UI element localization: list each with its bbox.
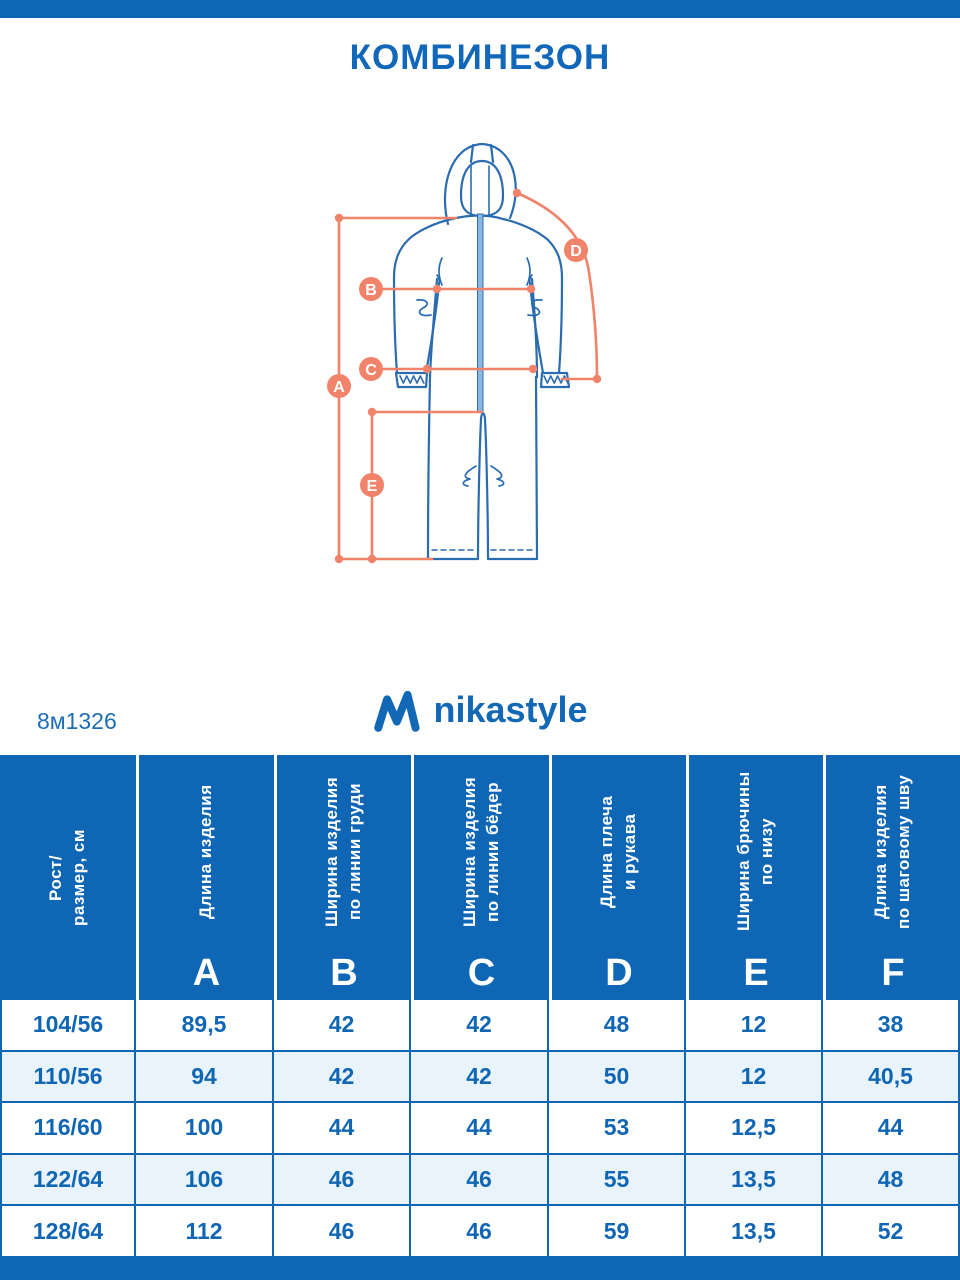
- hood-outline: [443, 142, 517, 226]
- value-cell: 42: [274, 1000, 411, 1052]
- value-cell: 40,5: [823, 1051, 960, 1104]
- value-cell: 50: [549, 1051, 686, 1104]
- size-cell: 122/64: [0, 1154, 136, 1207]
- size-cell: 110/56: [0, 1051, 136, 1104]
- value-cell: 52: [823, 1206, 960, 1258]
- value-cell: 46: [411, 1154, 549, 1207]
- column-header-e: Ширина брючины по низу E: [686, 755, 823, 1000]
- value-cell: 44: [411, 1103, 549, 1155]
- column-header-size: Рост/ размер, см: [0, 755, 136, 1000]
- brand-logo-text: nikastyle: [433, 689, 588, 730]
- value-cell: 55: [549, 1154, 686, 1207]
- marker-a: A: [333, 379, 345, 396]
- value-cell: 13,5: [686, 1206, 823, 1258]
- value-cell: 94: [136, 1051, 274, 1104]
- value-cell: 59: [549, 1206, 686, 1258]
- column-header-c: Ширина изделия по линии бёдер C: [411, 755, 549, 1000]
- value-cell: 42: [411, 1000, 549, 1052]
- page-title: КОМБИНЕЗОН: [349, 38, 611, 77]
- value-cell: 44: [823, 1103, 960, 1155]
- column-header-b: Ширина изделия по линии груди B: [274, 755, 411, 1000]
- value-cell: 12,5: [686, 1103, 823, 1155]
- measurement-markers: A B C D E: [327, 238, 588, 497]
- measurement-lines: [337, 191, 599, 561]
- value-cell: 48: [549, 1000, 686, 1052]
- zipper: [477, 213, 484, 413]
- marker-b: B: [365, 282, 377, 299]
- value-cell: 12: [686, 1051, 823, 1104]
- garment-diagram: A B C D E: [327, 142, 602, 564]
- value-cell: 13,5: [686, 1154, 823, 1207]
- bottom-accent-bar: [0, 1258, 960, 1280]
- value-cell: 100: [136, 1103, 274, 1155]
- size-cell: 104/56: [0, 1000, 136, 1052]
- value-cell: 46: [274, 1154, 411, 1207]
- column-header-a: Длина изделия A: [136, 755, 274, 1000]
- size-cell: 128/64: [0, 1206, 136, 1258]
- size-cell: 116/60: [0, 1103, 136, 1155]
- value-cell: 112: [136, 1206, 274, 1258]
- value-cell: 106: [136, 1154, 274, 1207]
- value-cell: 42: [411, 1051, 549, 1104]
- value-cell: 42: [274, 1051, 411, 1104]
- value-cell: 38: [823, 1000, 960, 1052]
- value-cell: 46: [411, 1206, 549, 1258]
- value-cell: 89,5: [136, 1000, 274, 1052]
- brand-logo: nikastyle: [0, 680, 960, 740]
- brand-wave-icon: [374, 690, 421, 732]
- value-cell: 44: [274, 1103, 411, 1155]
- marker-c: C: [365, 362, 377, 379]
- value-cell: 12: [686, 1000, 823, 1052]
- value-cell: 48: [823, 1154, 960, 1207]
- column-header-d: Длина плеча и рукава D: [549, 755, 686, 1000]
- measure-line-d: [515, 191, 599, 381]
- marker-d: D: [570, 243, 582, 260]
- product-code: 8м1326: [37, 708, 117, 734]
- hood-opening: [459, 159, 505, 218]
- marker-e: E: [367, 478, 378, 495]
- top-accent-bar: [0, 0, 960, 18]
- measurement-dots: [334, 188, 602, 564]
- column-header-f: Длина изделия по шаговому шву F: [823, 755, 960, 1000]
- value-cell: 46: [274, 1206, 411, 1258]
- value-cell: 53: [549, 1103, 686, 1155]
- size-table: Рост/ размер, см Длина изделия A Ширина …: [0, 755, 960, 1258]
